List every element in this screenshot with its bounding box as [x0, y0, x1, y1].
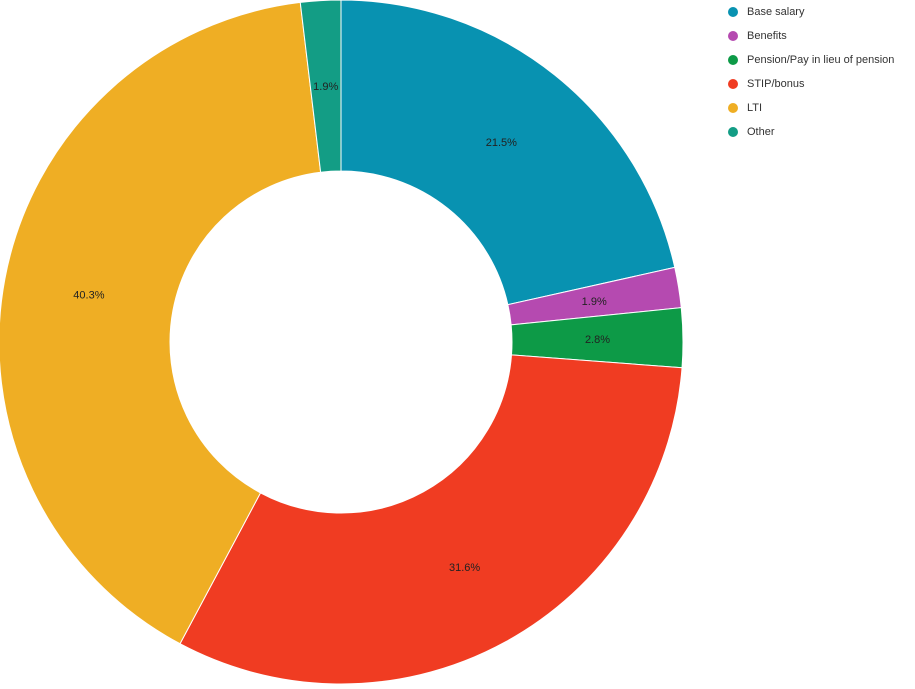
- legend-label-other: Other: [747, 126, 775, 138]
- legend-swatch-lti: [728, 103, 738, 113]
- legend-swatch-base-salary: [728, 7, 738, 17]
- data-label-stip-bonus: 31.6%: [449, 562, 480, 574]
- legend-item-base-salary[interactable]: Base salary: [728, 0, 915, 24]
- legend-item-lti[interactable]: LTI: [728, 96, 915, 120]
- legend-item-stip-bonus[interactable]: STIP/bonus: [728, 72, 915, 96]
- legend-swatch-stip-bonus: [728, 79, 738, 89]
- legend-item-other[interactable]: Other: [728, 120, 915, 144]
- legend-item-benefits[interactable]: Benefits: [728, 24, 915, 48]
- chart-legend: Base salary Benefits Pension/Pay in lieu…: [728, 0, 915, 144]
- legend-item-pension[interactable]: Pension/Pay in lieu of pension: [728, 48, 915, 72]
- legend-label-pension: Pension/Pay in lieu of pension: [747, 54, 895, 66]
- slice-other[interactable]: [299, 0, 342, 173]
- data-label-benefits: 1.9%: [582, 296, 607, 308]
- legend-label-base-salary: Base salary: [747, 6, 805, 18]
- legend-label-stip-bonus: STIP/bonus: [747, 78, 805, 90]
- data-label-lti: 40.3%: [73, 290, 104, 302]
- data-label-pension-pay-in-lieu-of-pension: 2.8%: [585, 334, 610, 346]
- legend-swatch-benefits: [728, 31, 738, 41]
- legend-label-lti: LTI: [747, 102, 763, 114]
- slice-base-salary[interactable]: [340, 0, 676, 306]
- legend-label-benefits: Benefits: [747, 30, 787, 42]
- slice-lti[interactable]: [0, 1, 322, 645]
- legend-swatch-other: [728, 127, 738, 137]
- data-label-other: 1.9%: [313, 81, 338, 93]
- slice-stip-bonus[interactable]: [179, 354, 683, 685]
- legend-swatch-pension: [728, 55, 738, 65]
- data-label-base-salary: 21.5%: [486, 137, 517, 149]
